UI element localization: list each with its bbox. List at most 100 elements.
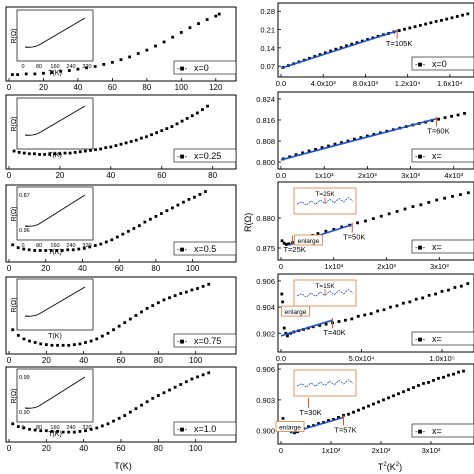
- data-point: [434, 292, 437, 296]
- data-point: [201, 373, 205, 377]
- data-point: [427, 201, 431, 204]
- data-point: [94, 148, 97, 152]
- data-point: [60, 249, 64, 252]
- inset-x-label: T(K): [48, 431, 62, 438]
- data-point: [88, 245, 92, 249]
- data-point: [128, 410, 132, 414]
- data-point: [28, 339, 31, 343]
- x-tick-label: 20: [42, 356, 51, 365]
- data-point: [201, 284, 205, 288]
- data-point: [140, 403, 143, 407]
- data-point: [168, 296, 171, 300]
- data-point: [72, 430, 76, 434]
- x-tick-label: 2x10³: [358, 171, 377, 180]
- x-tick-label: 0: [7, 356, 12, 365]
- panel-frame: [277, 363, 474, 445]
- data-point: [397, 29, 401, 32]
- zoom-inset: [293, 369, 357, 397]
- right-x-axis-label: T2(K2): [378, 462, 402, 472]
- data-point: [327, 144, 330, 148]
- data-point: [78, 150, 82, 154]
- data-point: [104, 146, 108, 150]
- data-point: [459, 284, 463, 288]
- x-tick-label: 0.0: [276, 79, 286, 88]
- data-point: [33, 428, 37, 432]
- data-point: [412, 386, 415, 389]
- data-point: [334, 47, 338, 51]
- data-point: [67, 69, 71, 72]
- x-tick-label: 100: [186, 264, 200, 273]
- data-point: [61, 430, 65, 434]
- data-point: [207, 371, 211, 375]
- data-point: [171, 35, 175, 39]
- legend-marker: -■-: [177, 152, 187, 161]
- left-x-axis-label: T(K): [114, 461, 132, 471]
- data-point: [417, 384, 420, 387]
- data-point: [44, 429, 48, 433]
- y-tick-label: 0.903: [256, 396, 275, 405]
- inset-x-tick-label: 160: [50, 64, 59, 70]
- x-tick-label: 100: [175, 83, 189, 92]
- data-point: [459, 193, 462, 196]
- fit-line: [280, 117, 437, 161]
- data-point: [332, 418, 335, 421]
- data-point: [48, 153, 52, 156]
- legend-box: [411, 239, 474, 254]
- data-point: [355, 41, 359, 45]
- data-point: [95, 426, 99, 430]
- zoom-inset-curve: [296, 289, 354, 298]
- x-tick-label: 5.0x10⁴: [349, 354, 375, 363]
- y-tick-label: 0.800: [256, 158, 275, 167]
- data-point: [324, 229, 328, 233]
- data-point: [182, 200, 185, 204]
- data-point: [411, 205, 415, 208]
- legend-label: x=: [432, 242, 442, 252]
- y-tick-label: 0.07: [260, 62, 275, 71]
- inset-curve: [24, 105, 86, 136]
- data-point: [16, 73, 20, 76]
- fit-line: [280, 30, 398, 70]
- data-point: [39, 429, 43, 433]
- data-point: [350, 317, 354, 321]
- panel-left-3: 0 20 40 60 80 100 -■- x=0.5 R(Ω) T(K) 0 80 160 240 320…: [5, 184, 237, 273]
- data-point: [11, 422, 15, 426]
- right-y-axis-label: R(Ω): [243, 213, 253, 232]
- data-point: [134, 314, 138, 317]
- data-point: [339, 46, 343, 49]
- data-point: [332, 228, 336, 231]
- data-point: [419, 203, 423, 207]
- inset-x-tick-label: 80: [36, 425, 42, 431]
- data-point: [104, 240, 108, 244]
- x-tick-label: 1x10³: [315, 171, 334, 180]
- data-point: [129, 140, 133, 143]
- legend-label: x=0.25: [194, 151, 221, 161]
- x-tick-label: 1x10³: [322, 446, 341, 455]
- y-tick-label: 0.880: [256, 214, 275, 223]
- data-point: [89, 148, 92, 152]
- data-point: [63, 151, 67, 155]
- data-point: [453, 286, 457, 289]
- data-point: [44, 343, 48, 347]
- data-point: [50, 343, 54, 347]
- y-tick-label: 0.21: [260, 26, 275, 35]
- data-point: [280, 239, 284, 243]
- inset-curve: [24, 376, 86, 409]
- data-point: [195, 111, 199, 115]
- data-point: [364, 219, 367, 223]
- x-tick-label: 0: [7, 83, 12, 92]
- x-tick-label: 80: [154, 356, 163, 365]
- data-point: [12, 149, 16, 153]
- data-point: [102, 63, 106, 66]
- data-point: [284, 331, 288, 335]
- inset-x-tick-label: 240: [66, 243, 75, 249]
- data-point: [395, 304, 399, 308]
- data-point: [379, 214, 383, 218]
- data-point: [435, 198, 439, 202]
- data-point: [196, 375, 199, 379]
- inset-x-label: T(K): [48, 333, 62, 340]
- data-point: [323, 51, 327, 55]
- data-point: [11, 73, 14, 76]
- data-point: [329, 49, 333, 53]
- data-point: [456, 113, 460, 117]
- inset-x-tick-label: 240: [66, 425, 75, 431]
